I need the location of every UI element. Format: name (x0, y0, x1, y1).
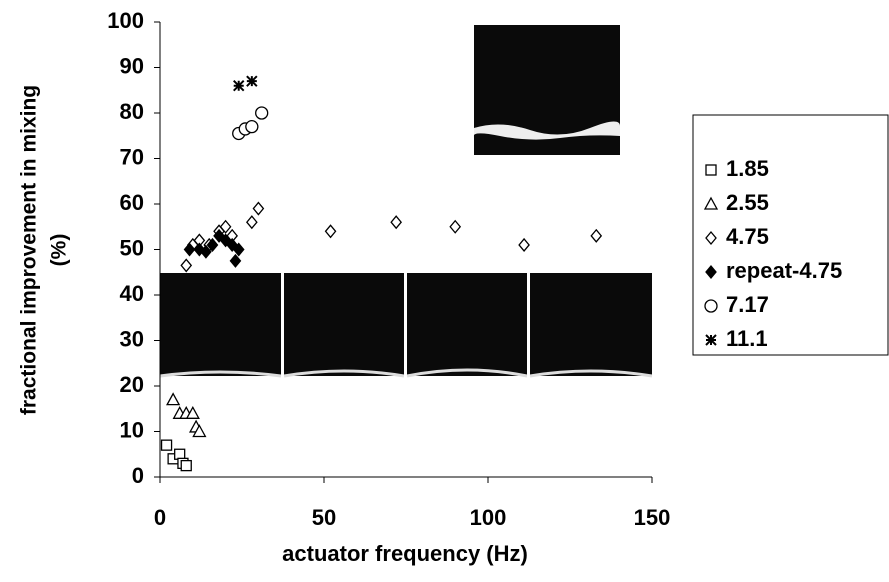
legend-label: 2.55 (726, 190, 769, 215)
data-point (180, 258, 193, 273)
y-tick-label: 90 (120, 53, 144, 78)
legend-label: 7.17 (726, 292, 769, 317)
data-point (206, 237, 219, 252)
x-tick-label: 0 (154, 505, 166, 530)
data-point (233, 79, 245, 92)
legend-marker (705, 164, 717, 176)
y-axis-label: fractional improvement in mixing (18, 85, 41, 415)
y-axis-label: (%) (48, 234, 71, 267)
legend (692, 114, 889, 356)
legend-label: 4.75 (726, 224, 769, 249)
x-tick-label: 50 (312, 505, 336, 530)
data-point (166, 392, 181, 406)
data-point (232, 242, 245, 257)
legend-label: 11.1 (726, 326, 768, 351)
y-tick-label: 10 (120, 417, 144, 442)
y-tick-label: 70 (120, 144, 144, 169)
data-point (518, 237, 530, 252)
x-axis-label: actuator frequency (Hz) (282, 541, 528, 566)
inset-image (530, 273, 652, 376)
data-point (590, 228, 603, 243)
data-point (200, 244, 212, 259)
data-point (192, 424, 207, 438)
data-point (185, 405, 200, 419)
data-point (449, 219, 462, 234)
legend-marker (705, 230, 717, 246)
data-point (219, 219, 232, 234)
inset-image (160, 273, 281, 376)
legend-marker (705, 334, 717, 346)
legend-marker (705, 264, 717, 280)
inset-images (159, 25, 653, 378)
y-tick-label: 30 (120, 326, 144, 351)
data-point (180, 459, 192, 472)
data-point (160, 439, 173, 451)
data-point (245, 215, 258, 230)
inset-image (284, 273, 404, 376)
legend-label: 1.85 (726, 156, 769, 181)
data-point (229, 253, 242, 268)
inset-image (407, 273, 527, 376)
y-tick-label: 20 (120, 372, 144, 397)
data-point (183, 242, 196, 257)
y-tick-label: 60 (120, 190, 144, 215)
x-tick-label: 150 (634, 505, 671, 530)
inset-wave (473, 121, 620, 140)
legend-label: repeat-4.75 (726, 258, 842, 283)
data-point (324, 224, 337, 239)
data-point (390, 215, 403, 230)
y-tick-label: 80 (120, 99, 144, 124)
x-tick-label: 100 (470, 505, 507, 530)
legend-marker (703, 196, 719, 210)
inset-wave (159, 368, 653, 378)
y-tick-label: 100 (107, 8, 144, 33)
data-point (255, 106, 269, 120)
y-tick-label: 0 (132, 463, 144, 488)
data-point (246, 75, 258, 87)
data-point (245, 120, 259, 134)
y-tick-label: 40 (120, 281, 144, 306)
data-point (252, 201, 265, 216)
legend-marker (704, 299, 718, 313)
y-tick-label: 50 (120, 235, 144, 260)
